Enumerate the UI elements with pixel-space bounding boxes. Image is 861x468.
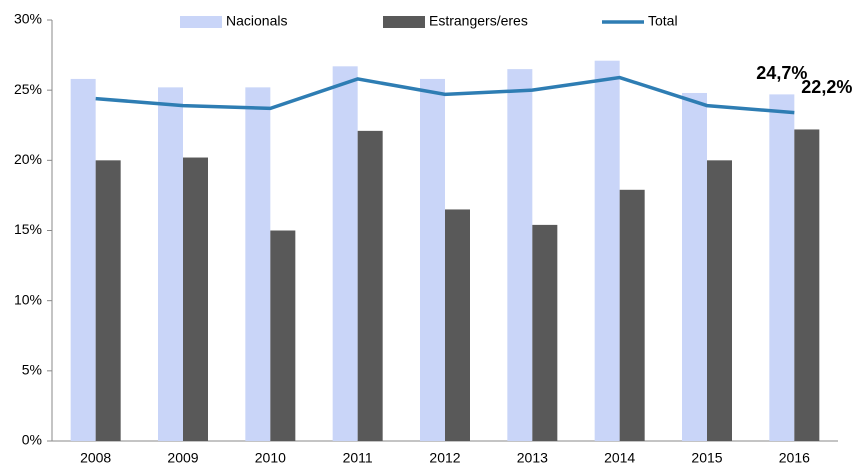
- value-label: 22,2%: [801, 77, 852, 97]
- y-tick-label: 10%: [14, 291, 42, 307]
- bar: [619, 189, 645, 441]
- bar: [332, 66, 358, 441]
- bar: [594, 60, 620, 442]
- x-tick-label: 2009: [167, 450, 198, 466]
- y-tick-label: 5%: [22, 362, 42, 378]
- bar: [532, 224, 558, 441]
- bar: [158, 87, 183, 442]
- bar: [70, 78, 96, 441]
- bar: [445, 209, 470, 441]
- x-tick-label: 2011: [343, 450, 373, 466]
- y-tick-label: 20%: [14, 151, 42, 167]
- bar: [507, 69, 533, 441]
- legend-label: Total: [648, 13, 678, 29]
- y-tick-label: 0%: [22, 432, 42, 448]
- bar: [420, 78, 445, 441]
- x-tick-label: 2015: [691, 450, 722, 466]
- x-tick-label: 2016: [779, 450, 810, 466]
- legend-label: Estrangers/eres: [429, 13, 528, 29]
- line: [95, 75, 795, 115]
- bar: [769, 94, 795, 442]
- bar: [95, 160, 121, 442]
- y-tick-label: 15%: [14, 221, 42, 237]
- x-tick-label: 2012: [429, 450, 460, 466]
- bar: [183, 157, 208, 441]
- value-label: 24,7%: [756, 63, 807, 83]
- y-tick-label: 25%: [14, 81, 42, 97]
- bar: [707, 160, 732, 442]
- bar: [794, 129, 820, 441]
- bar: [682, 92, 707, 442]
- bar: [357, 130, 383, 441]
- y-tick-label: 30%: [14, 11, 42, 27]
- legend-swatch: [180, 16, 222, 28]
- x-tick-label: 2010: [255, 450, 286, 466]
- x-tick-label: 2014: [604, 450, 635, 466]
- bar: [245, 87, 271, 442]
- bar: [270, 230, 296, 441]
- x-tick-label: 2013: [517, 450, 548, 466]
- legend-swatch: [383, 16, 425, 28]
- x-tick-label: 2008: [80, 450, 111, 466]
- legend-label: Nacionals: [226, 13, 287, 29]
